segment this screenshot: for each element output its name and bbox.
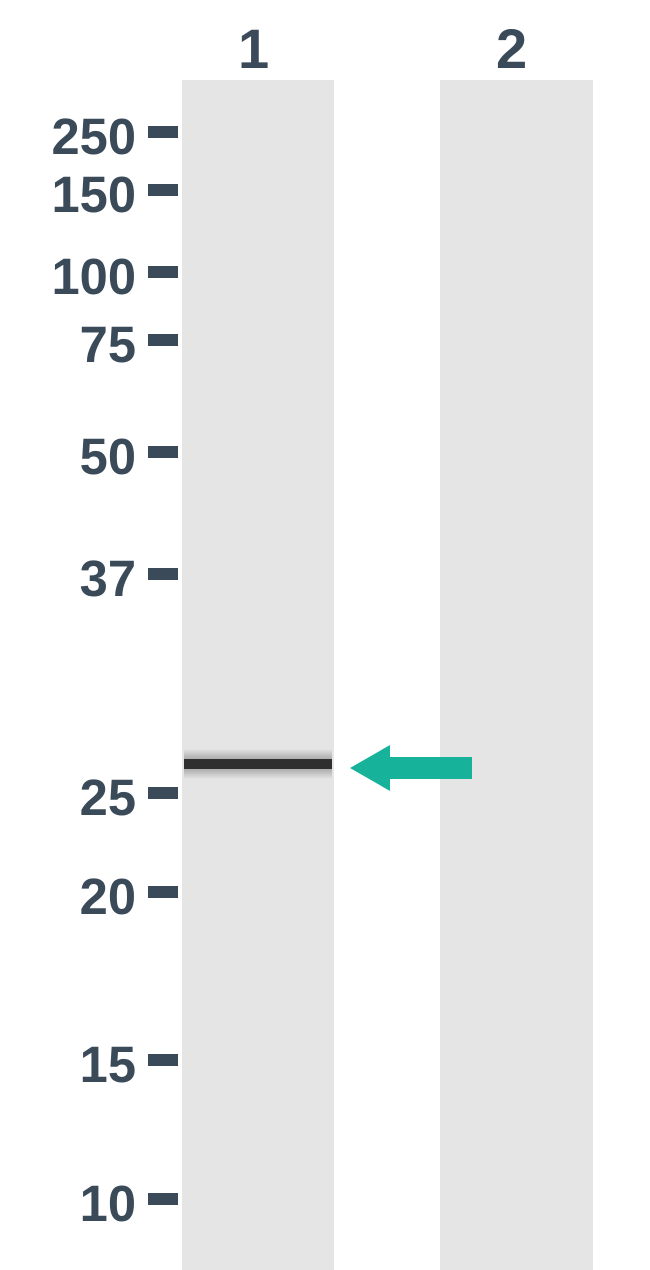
band-core-0 xyxy=(184,759,332,769)
ladder-label-37: 37 xyxy=(80,549,136,608)
ladder-label-50: 50 xyxy=(80,427,136,486)
ladder-label-15: 15 xyxy=(80,1035,136,1094)
lane-header-1: 1 xyxy=(238,16,269,81)
ladder-label-250: 250 xyxy=(51,107,136,166)
band-pointer-arrow-icon xyxy=(350,745,472,791)
lane-header-2: 2 xyxy=(496,16,527,81)
ladder-tick-15 xyxy=(148,1054,178,1066)
lane-1 xyxy=(182,80,334,1270)
ladder-tick-150 xyxy=(148,184,178,196)
ladder-tick-10 xyxy=(148,1193,178,1205)
ladder-tick-75 xyxy=(148,334,178,346)
blot-canvas: 1 2 250150 100 75 50 37 25 20 15 10 xyxy=(0,0,650,1270)
ladder-label-100: 100 xyxy=(51,247,136,306)
ladder-label-150: 150 xyxy=(51,165,136,224)
ladder-label-25: 25 xyxy=(80,768,136,827)
ladder-label-75: 75 xyxy=(80,315,136,374)
ladder-tick-37 xyxy=(148,568,178,580)
lane-2 xyxy=(440,80,593,1270)
ladder-tick-50 xyxy=(148,446,178,458)
ladder-tick-250 xyxy=(148,126,178,138)
ladder-tick-20 xyxy=(148,886,178,898)
ladder-label-20: 20 xyxy=(80,867,136,926)
ladder-tick-25 xyxy=(148,787,178,799)
ladder-label-10: 10 xyxy=(80,1174,136,1233)
ladder-tick-100 xyxy=(148,266,178,278)
